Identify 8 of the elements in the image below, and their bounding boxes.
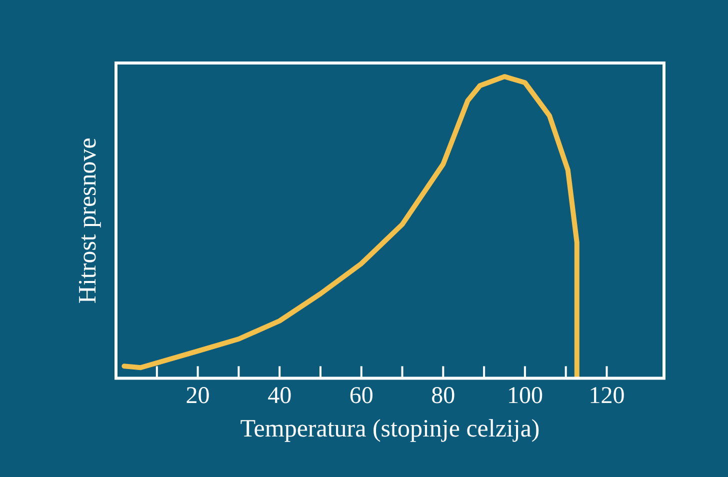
x-tick-label: 80 bbox=[431, 382, 456, 409]
y-axis-title: Hitrost presnove bbox=[74, 138, 102, 304]
x-tick-label: 20 bbox=[186, 382, 210, 409]
x-tick-label: 100 bbox=[506, 382, 543, 409]
x-tick-label: 40 bbox=[268, 382, 292, 409]
x-tick-label: 60 bbox=[349, 382, 374, 409]
x-axis-title: Temperatura (stopinje celzija) bbox=[240, 416, 540, 443]
x-tick-label: 120 bbox=[588, 382, 625, 409]
